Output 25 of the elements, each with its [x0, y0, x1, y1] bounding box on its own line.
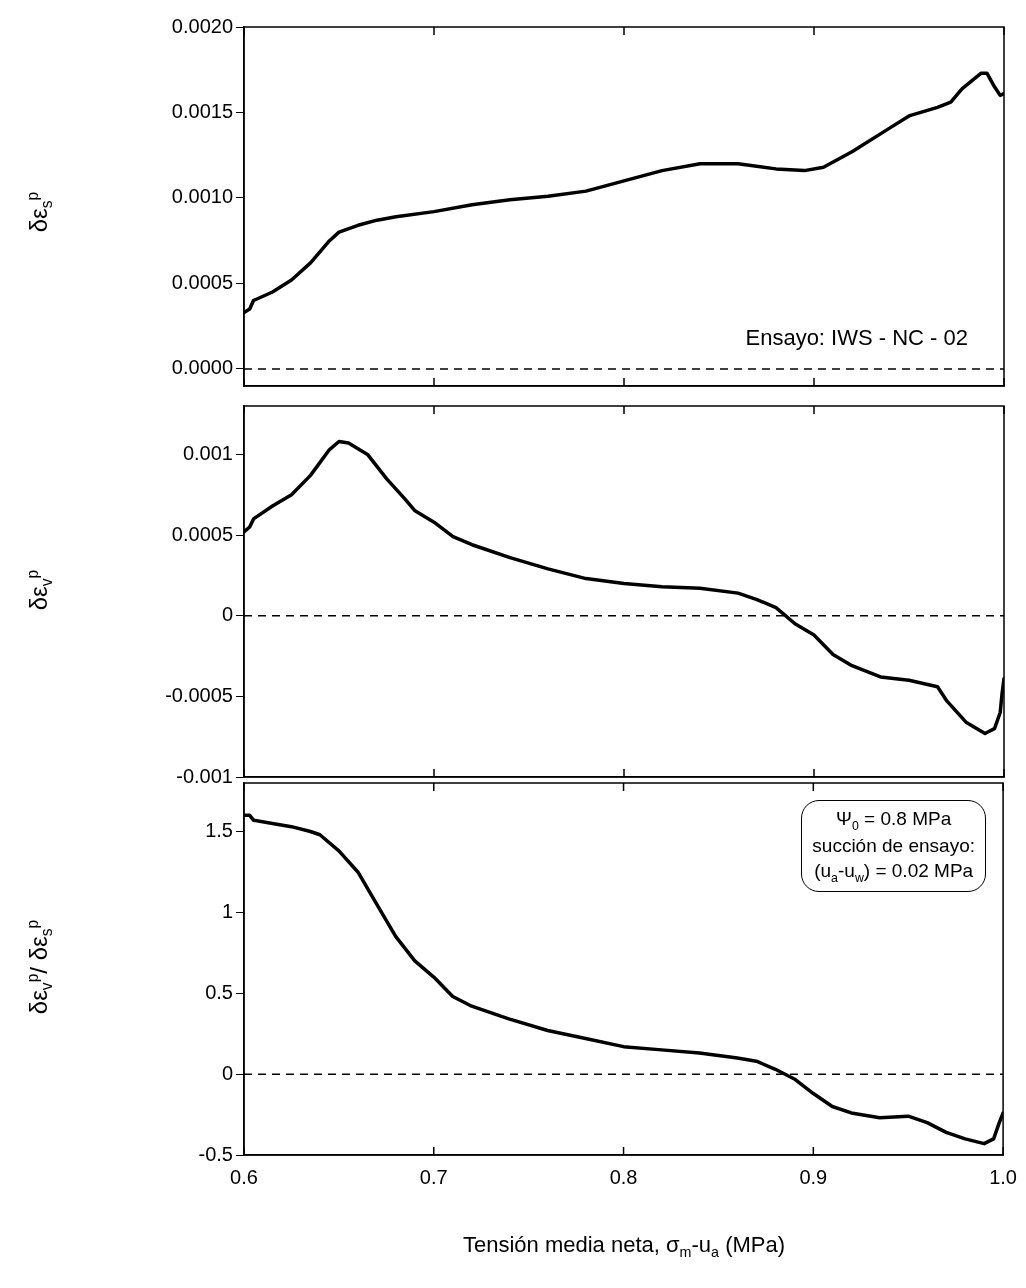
x-tick-label: 1.0	[989, 1165, 1017, 1188]
y-tick-label: 0.0020	[171, 14, 233, 37]
y-tick-label: 0.0005	[171, 270, 233, 293]
y-tick-label: 0.0005	[171, 522, 233, 545]
y-tick-label: 0.0015	[171, 99, 233, 122]
y-tick-label: 0	[221, 1061, 233, 1084]
y-tick-label: -0.5	[198, 1142, 233, 1165]
x-tick-label: 0.8	[609, 1165, 638, 1188]
annotation: (u$_{a}$-u$_{w}$) = 0.02 MPa	[813, 858, 975, 886]
y-tick-label: 0	[221, 603, 233, 626]
y-tick-label: 0.0010	[171, 185, 233, 208]
annotation: Ensayo: IWS - NC - 02	[745, 325, 968, 352]
x-tick-label: 0.9	[799, 1165, 828, 1188]
y-tick-label: 0.001	[182, 441, 233, 464]
y-tick-label: -0.001	[176, 764, 233, 787]
x-axis-title: Tensión media neta, σ$_{m}$-u$_{a}$ (MPa)	[462, 1232, 786, 1261]
y-tick-label: 0.0000	[171, 356, 233, 379]
y-tick-label: 0.5	[205, 980, 233, 1003]
annotation: succión de ensayo:	[812, 833, 975, 858]
y-tick-label: -0.0005	[165, 683, 233, 706]
x-tick-label: 0.7	[419, 1165, 448, 1188]
y-tick-label: 1	[221, 899, 233, 922]
x-tick-label: 0.6	[230, 1165, 258, 1188]
y-tick-label: 1.5	[205, 819, 233, 842]
annotation: Ψ$_{0}$ = 0.8 MPa	[835, 807, 953, 834]
